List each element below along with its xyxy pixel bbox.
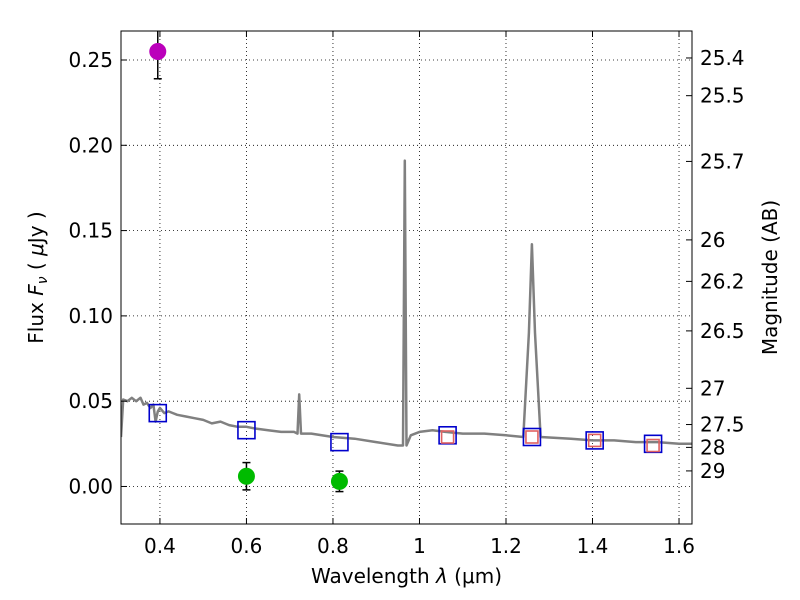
axes: 0.4 0.6 0.8 1 1.2 1.4 1.6 0.00 0.05 0.10 0.15 0.20 0… <box>68 31 745 558</box>
x-label-text: Wavelength <box>311 564 436 588</box>
y-label-text: Flux <box>24 296 48 344</box>
model-photometry-square <box>522 427 542 447</box>
y-tick-label: 0.10 <box>68 304 113 328</box>
plot-area <box>121 31 692 493</box>
mag-tick-label: 27 <box>700 376 725 400</box>
mag-tick-label: 26.5 <box>700 319 745 343</box>
observed-photometry-square <box>525 430 539 444</box>
mag-tick-label: 26.2 <box>700 269 745 293</box>
x-tick-label: 0.6 <box>231 534 263 558</box>
model-photometry-square <box>148 403 168 423</box>
model-photometry-square <box>237 420 256 440</box>
y-label-unit: Jy ) <box>24 211 48 245</box>
green-detection-point <box>330 472 348 490</box>
model-photometry-square <box>330 432 349 452</box>
x-tick-label: 1.2 <box>490 534 522 558</box>
y-tick-label: 0.20 <box>68 133 113 157</box>
y-label-subscript: ν <box>35 276 51 284</box>
spectrum-line <box>121 159 692 447</box>
mag-tick-label: 29 <box>700 459 725 483</box>
green-detection-point <box>237 467 255 485</box>
mag-tick-label: 27.5 <box>700 413 745 437</box>
observed-photometry-square <box>646 438 660 453</box>
y-axis-label: Flux Fν ( μJy ) <box>24 211 51 343</box>
model-photometry-square <box>585 431 604 450</box>
x-label-lambda: λ <box>435 564 448 588</box>
mag-tick-label: 25.4 <box>700 46 745 70</box>
observed-photometry-square <box>440 430 455 444</box>
observed-photometry-square <box>587 433 602 448</box>
y-tick-label: 0.25 <box>68 48 113 72</box>
mag-tick-label: 25.5 <box>700 84 745 108</box>
mag-tick-label: 28 <box>700 435 725 459</box>
mag-tick-label: 25.7 <box>700 149 745 173</box>
x-label-unit: (μm) <box>448 564 502 588</box>
x-tick-label: 1.6 <box>663 534 695 558</box>
mag-tick-label: 26 <box>700 228 725 252</box>
magenta-detection-point <box>149 42 167 60</box>
x-tick-label: 0.4 <box>144 534 176 558</box>
y-label-mu: μ <box>24 243 48 257</box>
x-axis-label: Wavelength λ (μm) <box>311 564 502 588</box>
y-tick-label: 0.00 <box>68 474 113 498</box>
y-tick-label: 0.05 <box>68 389 113 413</box>
plot-frame <box>120 30 693 525</box>
x-tick-label: 1 <box>413 534 426 558</box>
x-tick-label: 0.8 <box>317 534 349 558</box>
x-tick-label: 1.4 <box>577 534 609 558</box>
y-label-symbol: F <box>24 284 48 296</box>
y-label-open: ( <box>24 256 48 277</box>
y2-axis-label: Magnitude (AB) <box>758 200 782 355</box>
y-tick-label: 0.15 <box>68 219 113 243</box>
